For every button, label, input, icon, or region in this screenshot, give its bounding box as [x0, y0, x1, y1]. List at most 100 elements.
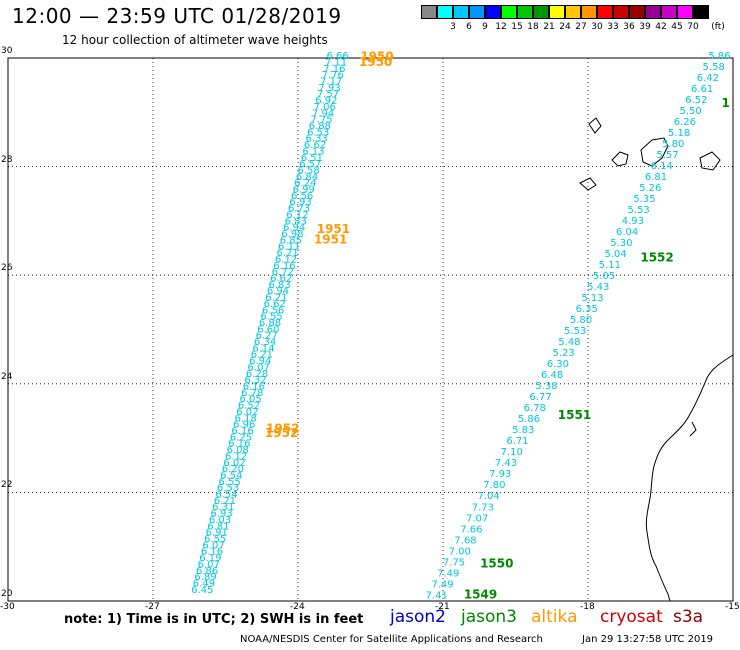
wave-height-label: 6.33: [306, 134, 328, 145]
wave-height-label: 6.93: [210, 509, 232, 520]
wave-height-label: 6.60: [257, 324, 279, 335]
wave-height-label: 6.16: [231, 426, 253, 437]
pass-time-label: 1552: [640, 251, 673, 265]
wave-height-label: 6.89: [194, 572, 216, 583]
wave-height-label: 7.75: [310, 115, 332, 126]
wave-height-label: 6.14: [651, 161, 673, 172]
pass-time-label: 1: [722, 96, 730, 110]
wave-height-label: 6.73: [288, 204, 310, 215]
wave-height-label: 6.94: [249, 356, 271, 367]
satellite-altika: altika: [531, 607, 578, 627]
wave-height-label: 6.91: [206, 528, 228, 539]
legend-label: 9: [482, 22, 488, 32]
lat-tick-label: 20: [1, 589, 13, 599]
wave-height-label: 6.30: [547, 359, 569, 370]
satellite-cryosat: cryosat: [600, 607, 663, 627]
wave-height-label: 7.76: [322, 70, 344, 81]
wave-height-label: 4.93: [622, 216, 644, 227]
wave-height-label: 6.48: [541, 370, 563, 381]
island-gomera: [579, 177, 597, 191]
wave-height-label: 6.92: [315, 96, 337, 107]
wave-height-label: 6.55: [260, 312, 282, 323]
wave-height-label: 6.66: [326, 51, 348, 62]
lat-tick-label: 30: [1, 46, 13, 56]
legend-swatch: [565, 5, 581, 19]
wave-height-label: 6.12: [275, 254, 297, 265]
wave-height-label: 6.18: [235, 413, 257, 424]
wave-height-label: 6.35: [576, 304, 598, 315]
legend-label: 6: [466, 22, 472, 32]
wave-height-label: 6.54: [215, 490, 237, 501]
legend-swatch: [693, 5, 709, 19]
legend-label: 30: [591, 22, 603, 32]
wave-height-label: 7.49: [431, 579, 453, 590]
wave-height-label: 6.12: [286, 210, 308, 221]
wave-height-label: 6.20: [222, 464, 244, 475]
island-gran-canaria: [611, 151, 629, 167]
wave-height-label: 5.53: [628, 205, 650, 216]
legend-unit: (ft): [711, 22, 725, 32]
legend-swatch: [677, 5, 693, 19]
wave-height-label: 7.16: [323, 64, 345, 75]
wave-height-label: 6.16: [228, 439, 250, 450]
wave-height-label: 6.62: [270, 273, 292, 284]
wave-height-label: 5.18: [668, 128, 690, 139]
satellite-s3a: s3a: [673, 607, 704, 627]
lat-tick-label: 24: [1, 371, 13, 382]
wave-height-label: 7.80: [483, 480, 505, 491]
wave-height-label: 7.00: [449, 546, 471, 557]
wave-height-label: 7.10: [501, 447, 523, 458]
wave-height-label: 6.14: [252, 343, 274, 354]
wave-height-label: 6.08: [227, 445, 249, 456]
wave-height-label: 5.30: [610, 238, 632, 249]
wave-height-label: 5.26: [639, 183, 661, 194]
lat-tick-label: 26: [1, 263, 13, 274]
wave-height-label: 6.61: [691, 84, 713, 95]
legend-label: 45: [671, 22, 683, 32]
legend-label: 24: [559, 22, 571, 32]
wave-height-label: 6.16: [201, 547, 223, 558]
lon-tick-label: -27: [145, 602, 160, 612]
legend-swatch: [645, 5, 661, 19]
wave-height-label: 6.94: [267, 286, 289, 297]
wave-height-label: 5.05: [593, 271, 615, 282]
wave-height-label: 6.21: [265, 293, 287, 304]
satellite-jason3: jason3: [461, 607, 517, 627]
wave-height-label: 6.99: [293, 185, 315, 196]
wave-height-label: 5.86: [708, 51, 730, 62]
wave-height-label: 7.75: [443, 557, 465, 568]
pass-time-label: 1950: [360, 50, 393, 64]
legend-label: 36: [623, 22, 635, 32]
wave-height-label: 6.85: [280, 235, 302, 246]
wave-height-label: 6.56: [291, 191, 313, 202]
legend-swatch: [581, 5, 597, 19]
wave-height-label: 6.62: [304, 140, 326, 151]
lon-tick-label: -15: [725, 602, 740, 612]
wave-height-label: 5.23: [553, 348, 575, 359]
legend-swatch: [597, 5, 613, 19]
legend-swatch: [549, 5, 565, 19]
map-frame: [7, 57, 734, 602]
coast-inlet: [689, 421, 697, 437]
lat-tick-label: 22: [1, 480, 13, 491]
wave-height-label: 7.93: [489, 469, 511, 480]
wave-height-label: 6.56: [262, 305, 284, 316]
wave-height-label: 7.43: [495, 458, 517, 469]
page-subtitle: 12 hour collection of altimeter wave hei…: [62, 33, 328, 47]
legend-label: 39: [639, 22, 651, 32]
wave-height-label: 6.52: [685, 95, 707, 106]
wave-height-label: 5.04: [604, 249, 626, 260]
wave-height-label: 6.51: [301, 153, 323, 164]
legend-swatch: [661, 5, 677, 19]
wave-height-label: 5.43: [587, 282, 609, 293]
credit-line: NOAA/NESDIS Center for Satellite Applica…: [240, 634, 543, 645]
wave-height-label: 6.27: [256, 331, 278, 342]
pass-time-label: 1951: [314, 233, 347, 247]
wave-height-label: 6.11: [278, 242, 300, 253]
wave-height-label: 6.58: [297, 165, 319, 176]
legend-label: 42: [655, 22, 667, 32]
legend-swatch: [485, 5, 501, 19]
wave-height-label: 6.62: [264, 299, 286, 310]
wave-height-label: 7.73: [472, 502, 494, 513]
